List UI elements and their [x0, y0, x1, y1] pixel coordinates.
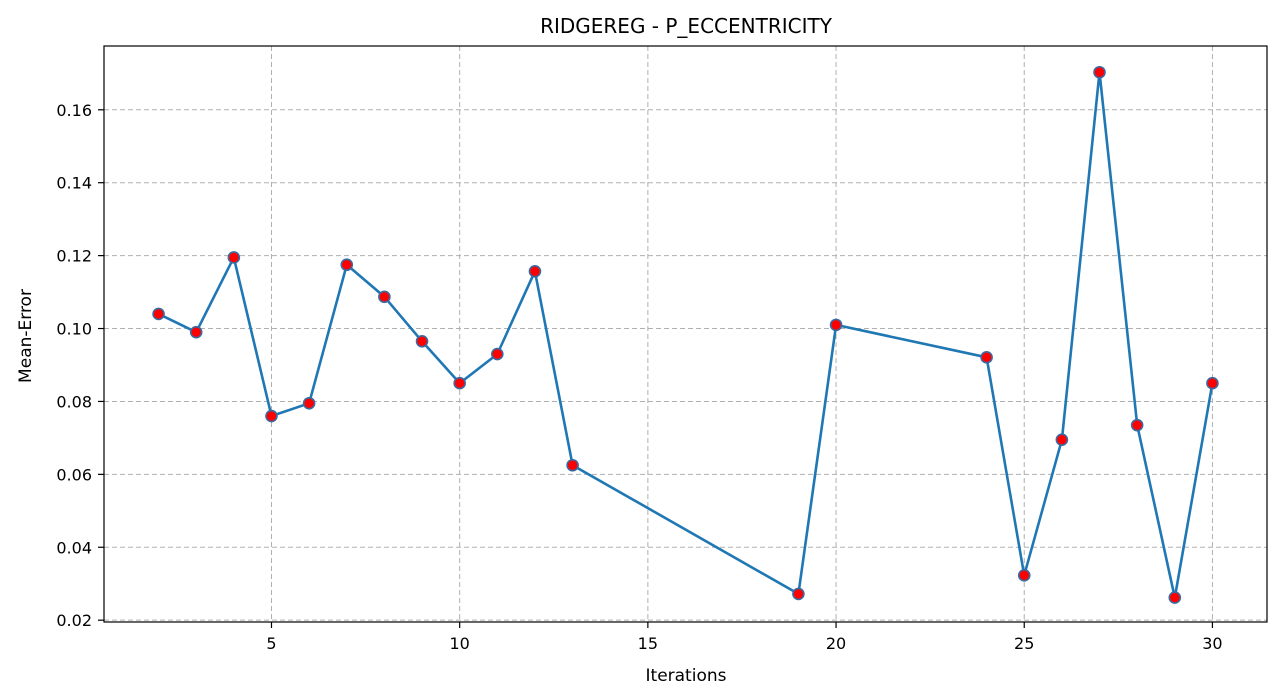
- plot-frame: [103, 45, 1268, 623]
- y-tick-label: 0.16: [56, 101, 92, 120]
- data-point: [152, 307, 165, 321]
- data-point: [1206, 376, 1219, 390]
- data-point: [302, 396, 316, 410]
- data-point: [980, 351, 993, 364]
- chart-title: RIDGEREG - P_ECCENTRICITY: [540, 14, 833, 38]
- y-tick-label: 0.04: [56, 538, 92, 557]
- x-tick-label: 30: [1202, 634, 1222, 653]
- data-point: [227, 251, 241, 264]
- y-tick-label: 0.06: [56, 465, 92, 484]
- x-tick-label: 20: [826, 634, 846, 653]
- y-tick-label: 0.10: [56, 320, 92, 339]
- data-point: [1055, 433, 1069, 447]
- data-point: [1017, 569, 1031, 582]
- data-point: [829, 318, 843, 332]
- y-axis-label: Mean-Error: [16, 289, 36, 383]
- y-tick-label: 0.12: [56, 247, 92, 266]
- data-point: [491, 347, 504, 361]
- data-point: [528, 264, 542, 278]
- y-tick-label: 0.02: [56, 611, 92, 630]
- data-point: [453, 376, 466, 390]
- series-line: [158, 70, 1214, 599]
- data-point: [792, 587, 805, 601]
- data-point: [1168, 591, 1182, 604]
- data-point: [1130, 418, 1144, 432]
- data-point: [566, 458, 579, 472]
- y-tick-label: 0.14: [56, 174, 92, 193]
- x-tick-label: 15: [638, 634, 658, 653]
- grid-lines: [104, 46, 1267, 622]
- x-axis-label: Iterations: [646, 666, 727, 686]
- data-point: [415, 334, 429, 348]
- x-tick-label: 10: [449, 634, 469, 653]
- data-point: [340, 258, 354, 272]
- data-point: [378, 290, 391, 304]
- data-point: [189, 325, 203, 339]
- series-layer: [152, 65, 1219, 604]
- data-point: [1093, 65, 1106, 79]
- data-point: [265, 409, 278, 423]
- x-tick-label: 5: [266, 634, 276, 653]
- x-tick-label: 25: [1014, 634, 1034, 653]
- y-tick-label: 0.08: [56, 392, 92, 411]
- axis-ticks: 5 10 15 20 25 30 0.02 0.04 0.06 0.08 0.10 0.12 0.14 0…: [56, 101, 1222, 653]
